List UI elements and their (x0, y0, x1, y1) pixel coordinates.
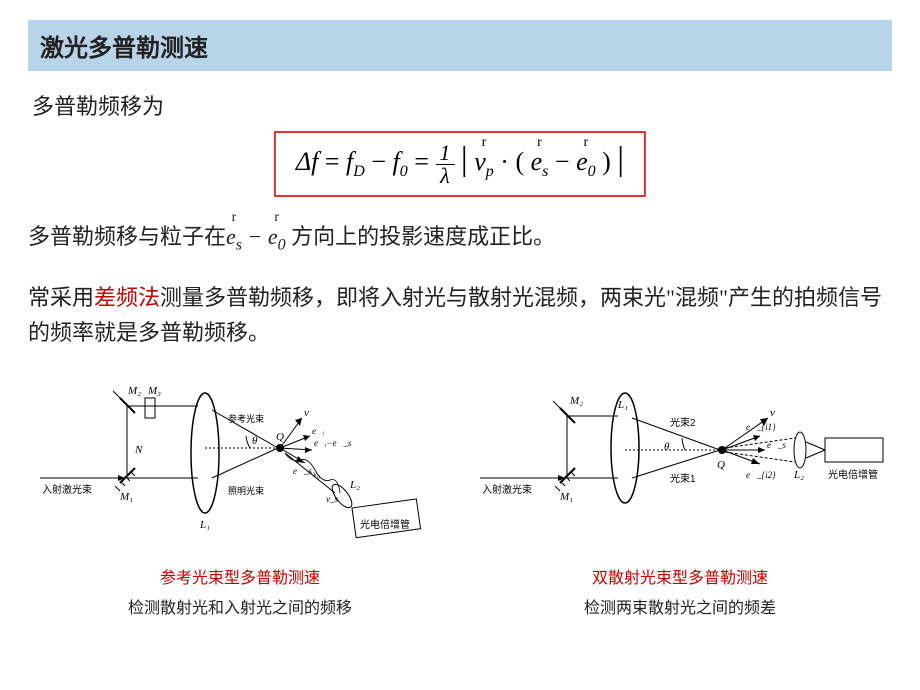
fD: fD (346, 147, 365, 176)
slide-container: 激光多普勒测速 多普勒频移为 Δf = fD − f0 = 1 λ | vp ·… (0, 0, 920, 690)
eq1: = (325, 147, 340, 176)
label-M1-l: M₁ (119, 491, 133, 503)
f0: f0 (393, 147, 408, 176)
label-M3-l: M₃ (147, 385, 161, 397)
label-ei-l: e⃗ᵢ (312, 426, 325, 436)
left-diagram: 入射激光束 M₁ M₂ M₃ L₁ N 参考光束 照明光束 (28, 378, 452, 618)
label-beam2-r: 光束2 (670, 416, 696, 429)
label-input-l: 入射激光束 (42, 483, 92, 496)
label-M1-r: M₁ (559, 491, 573, 503)
e0: e0 (576, 147, 596, 181)
right-diagram: 入射激光束 M₁ M₂ L₁ 光束2 光束1 θ Q (468, 378, 892, 618)
title-bar: 激光多普勒测速 (28, 20, 892, 71)
label-Q-r: Q (717, 459, 725, 471)
label-v-l: v (304, 407, 309, 419)
label-ei1-r: e⃗_{i1} (746, 422, 776, 432)
para1-a: 多普勒频移与粒子在 (28, 224, 226, 249)
minus1: − (371, 147, 386, 176)
left-caption-red: 参考光束型多普勒测速 (160, 564, 320, 588)
label-v0-l: v₀ (313, 469, 320, 479)
paragraph-1: 多普勒频移与粒子在es − e0 方向上的投影速度成正比。 (28, 219, 892, 258)
label-beam1-r: 光束1 (670, 472, 696, 485)
vp: vp (474, 147, 494, 181)
label-M2-r: M₂ (569, 395, 583, 407)
right-caption-red: 双散射光束型多普勒测速 (592, 564, 768, 588)
rparen: ) (602, 147, 611, 176)
paragraph-2: 常采用差频法测量多普勒频移，即将入射光与散射光混频，两束光"混频"产生的拍频信号… (28, 280, 892, 350)
subtitle-text: 多普勒频移为 (32, 89, 892, 121)
label-eies-l: e⃗ᵢ−e⃗_s (314, 438, 352, 448)
label-L2-l: L₂ (349, 479, 360, 491)
label-v-r: v⃗ (770, 407, 783, 419)
left-caption-black: 检测散射光和入射光之间的频移 (128, 594, 352, 618)
label-detector-l: 光电倍增管 (360, 518, 410, 531)
abs-l: | (461, 141, 468, 178)
inline-direction: es − e0 (226, 219, 286, 258)
minus2: − (555, 147, 570, 176)
label-ill-l: 照明光束 (228, 485, 264, 496)
right-caption-black: 检测两束散射光之间的频差 (584, 594, 776, 618)
fraction: 1 λ (435, 142, 454, 187)
diagrams-row: 入射激光束 M₁ M₂ M₃ L₁ N 参考光束 照明光束 (28, 378, 892, 618)
label-theta-l: θ (252, 435, 258, 447)
label-Q-l: Q (276, 431, 284, 443)
label-L1-l: L₁ (199, 519, 210, 531)
para1-b: 方向上的投影速度成正比。 (286, 224, 556, 249)
left-diagram-svg: 入射激光束 M₁ M₂ M₃ L₁ N 参考光束 照明光束 (30, 378, 450, 558)
label-ref-l: 参考光束 (228, 413, 264, 424)
label-ei2-r: e⃗_{i2} (746, 470, 776, 480)
para2-red: 差频法 (94, 285, 160, 310)
label-L2-r: L₂ (793, 469, 804, 481)
eq2: = (414, 147, 429, 176)
label-theta-r: θ (664, 441, 670, 453)
abs-r: | (617, 141, 624, 178)
formula-box: Δf = fD − f0 = 1 λ | vp · ( es − e0 ) | (274, 131, 646, 197)
title-text: 激光多普勒测速 (40, 36, 208, 62)
dot: · (500, 147, 509, 176)
lparen: ( (515, 147, 524, 176)
formula-lhs: Δf (296, 147, 318, 176)
label-N-l: N (134, 444, 143, 456)
para2-a: 常采用 (28, 285, 94, 310)
es: es (531, 147, 549, 181)
label-input-r: 入射激光束 (482, 483, 532, 496)
label-detector-r: 光电倍增管 (828, 468, 878, 481)
right-diagram-svg: 入射激光束 M₁ M₂ L₁ 光束2 光束1 θ Q (470, 378, 890, 558)
label-M2-l: M₂ (127, 385, 141, 397)
label-L1-r: L₁ (617, 399, 628, 411)
